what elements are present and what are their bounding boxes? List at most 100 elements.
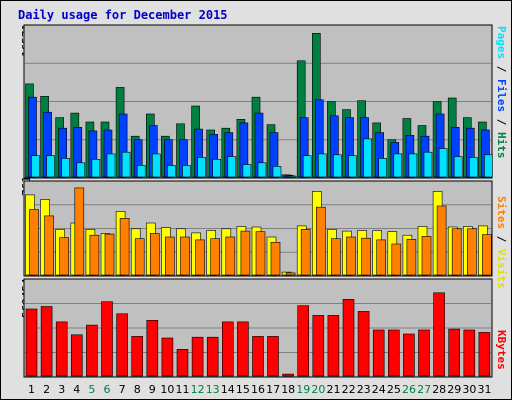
- bar-kbytes-11: [176, 348, 189, 377]
- bar-kbytes-28: [433, 292, 445, 377]
- bar-sites-3: [59, 237, 70, 276]
- x-tick-label-2: 2: [43, 383, 50, 396]
- bar-pages-26: [408, 153, 418, 178]
- bar-sites-4: [74, 187, 85, 276]
- bar-sites-31: [482, 234, 492, 276]
- bar-pages-29: [453, 156, 463, 178]
- bar-kbytes-9: [146, 319, 159, 377]
- bar-sites-26: [406, 239, 417, 276]
- bar-kbytes-29: [448, 328, 461, 377]
- x-tick-label-14: 14: [221, 383, 235, 396]
- chart-title: Daily usage for December 2015: [18, 8, 228, 22]
- bar-sites-15: [240, 230, 251, 276]
- x-tick-label-31: 31: [478, 383, 492, 396]
- bar-kbytes-22: [342, 298, 355, 377]
- bar-sites-17: [270, 242, 281, 276]
- bar-kbytes-2: [40, 306, 53, 377]
- x-tick-label-10: 10: [160, 383, 174, 396]
- x-tick-label-9: 9: [149, 383, 156, 396]
- x-tick-label-21: 21: [327, 383, 341, 396]
- bar-pages-22: [348, 155, 357, 178]
- bar-kbytes-5: [86, 324, 98, 377]
- bar-pages-31: [484, 154, 493, 178]
- x-tick-label-15: 15: [236, 383, 250, 396]
- bar-kbytes-27: [418, 329, 430, 377]
- x-tick-label-30: 30: [462, 383, 476, 396]
- bar-pages-28: [438, 148, 448, 178]
- x-tick-label-11: 11: [176, 383, 190, 396]
- bar-pages-23: [363, 138, 372, 178]
- bar-pages-14: [227, 156, 237, 178]
- x-tick-label-7: 7: [119, 383, 126, 396]
- bar-kbytes-19: [297, 305, 310, 377]
- bar-sites-29: [451, 228, 462, 276]
- x-tick-label-13: 13: [206, 383, 220, 396]
- bar-sites-25: [391, 243, 402, 276]
- bar-sites-2: [44, 215, 54, 276]
- bar-kbytes-16: [252, 336, 264, 377]
- x-tick-label-25: 25: [387, 383, 401, 396]
- x-tick-label-17: 17: [266, 383, 280, 396]
- bar-kbytes-7: [116, 313, 128, 377]
- bar-sites-12: [195, 239, 205, 276]
- bar-kbytes-1: [25, 308, 38, 377]
- bar-sites-16: [255, 231, 266, 276]
- x-tick-label-16: 16: [251, 383, 265, 396]
- bar-sites-11: [180, 236, 190, 276]
- bar-kbytes-12: [191, 336, 204, 377]
- bar-kbytes-20: [312, 315, 325, 377]
- bar-sites-30: [466, 228, 477, 276]
- bar-pages-13: [212, 159, 221, 178]
- bar-sites-18: [285, 272, 296, 276]
- bar-sites-10: [165, 236, 175, 276]
- bar-pages-10: [167, 165, 176, 178]
- x-tick-label-23: 23: [357, 383, 371, 396]
- bar-kbytes-23: [357, 311, 370, 377]
- bar-pages-5: [91, 159, 101, 178]
- bar-pages-20: [317, 153, 327, 178]
- x-tick-label-28: 28: [432, 383, 446, 396]
- bar-pages-21: [333, 154, 342, 178]
- bar-kbytes-8: [131, 336, 143, 377]
- bar-kbytes-13: [206, 336, 219, 377]
- bar-kbytes-18: [282, 373, 294, 377]
- x-tick-label-8: 8: [134, 383, 141, 396]
- bar-sites-14: [225, 236, 236, 276]
- bar-kbytes-25: [387, 329, 400, 377]
- x-tick-label-29: 29: [447, 383, 461, 396]
- bar-sites-28: [436, 205, 447, 276]
- x-tick-label-24: 24: [372, 383, 386, 396]
- bar-pages-4: [76, 162, 86, 178]
- x-tick-label-27: 27: [417, 383, 431, 396]
- bar-pages-9: [152, 153, 161, 178]
- bar-pages-25: [393, 153, 403, 178]
- x-tick-label-6: 6: [104, 383, 111, 396]
- bar-sites-21: [331, 238, 341, 276]
- bar-pages-18: [287, 175, 297, 178]
- bar-pages-6: [106, 153, 116, 178]
- bar-pages-7: [121, 151, 131, 178]
- bar-pages-17: [272, 166, 282, 178]
- bar-sites-23: [361, 237, 371, 276]
- x-tick-label-1: 1: [28, 383, 35, 396]
- bar-sites-27: [421, 236, 432, 276]
- bar-kbytes-6: [101, 301, 113, 377]
- bar-pages-30: [468, 157, 478, 178]
- x-tick-label-3: 3: [58, 383, 65, 396]
- bar-kbytes-14: [222, 321, 234, 377]
- bar-kbytes-17: [267, 336, 279, 377]
- bar-pages-8: [136, 165, 146, 178]
- bar-sites-20: [315, 206, 326, 276]
- bar-pages-11: [182, 165, 191, 178]
- bar-sites-13: [210, 238, 220, 276]
- x-tick-label-12: 12: [191, 383, 205, 396]
- bar-pages-12: [197, 157, 206, 178]
- bar-pages-2: [46, 155, 55, 178]
- bar-kbytes-31: [478, 332, 491, 377]
- bar-kbytes-10: [161, 337, 174, 377]
- x-tick-label-5: 5: [88, 383, 95, 396]
- bar-kbytes-26: [403, 333, 415, 377]
- bar-kbytes-15: [237, 321, 249, 377]
- bar-kbytes-24: [372, 329, 385, 377]
